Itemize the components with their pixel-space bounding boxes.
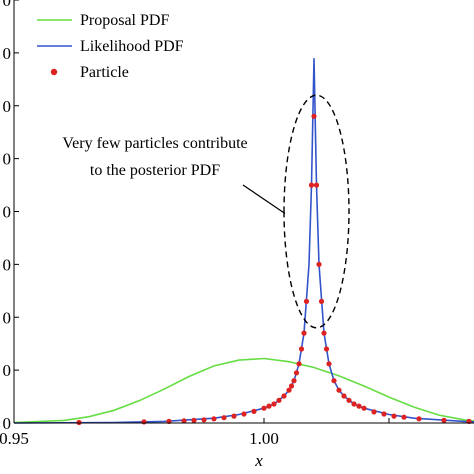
particle-point-40 [381,411,387,417]
y-tick-label-7: 0 [3,44,12,63]
annotation-ellipse [283,94,350,329]
particle-point-21 [298,346,305,352]
ticks: 0.95 1.00 0 0 0 0 0 0 0 0 0 [0,0,390,448]
particle-point-16 [286,387,292,393]
x-tick-label-1: 1.00 [249,429,279,448]
particle-point-19 [293,370,300,376]
x-tick-label-0: 0.95 [0,429,29,448]
particle-point-35 [346,397,352,403]
particle-point-12 [266,403,272,409]
particle-point-8 [231,413,237,419]
particle-point-20 [296,361,302,367]
particle-point-17 [288,383,295,389]
likelihood-pdf-line [13,58,474,424]
particle-point-41 [391,413,397,419]
particle-point-10 [251,408,257,414]
particle-point-28 [318,298,325,304]
particle-point-13 [271,401,277,407]
particle-point-38 [361,405,367,411]
y-tick-label-8: 0 [3,0,12,10]
particle-point-11 [261,405,267,411]
particle-point-9 [241,411,247,417]
particle-point-37 [356,403,362,409]
particle-point-1 [141,419,147,425]
particle-point-33 [336,387,342,393]
particle-legend-swatch [50,68,58,76]
annotation-pointer [242,184,286,214]
legend: Proposal PDF Likelihood PDF Particle [37,12,184,81]
y-tick-label-4: 0 [3,203,12,222]
particle-point-5 [201,417,207,423]
particle-point-22 [301,330,307,336]
annotation: Very few particles contribute to the pos… [62,94,350,329]
x-axis-label: x [254,451,263,470]
particle-point-26 [313,182,320,188]
particle-point-15 [281,393,287,399]
particle-point-27 [316,261,322,267]
particle-point-14 [276,397,282,403]
y-tick-label-2: 0 [3,308,12,327]
proposal-pdf-legend-label: Proposal PDF [80,12,169,29]
particle-point-36 [351,401,357,407]
particle-point-18 [291,378,297,384]
particle-point-32 [331,378,337,384]
particle-point-6 [211,416,217,422]
particle-point-44 [441,417,447,423]
particle-point-30 [323,346,330,352]
annotation-line-2: to the posterior PDF [90,162,220,179]
particle-point-23 [303,298,310,304]
annotation-line-1: Very few particles contribute [62,135,247,152]
proposal-pdf-line [13,357,474,424]
plot-area [13,58,474,426]
particle-point-7 [221,415,227,421]
particle-point-3 [181,418,187,424]
particle-point-4 [191,417,197,423]
likelihood-pdf-legend-label: Likelihood PDF [80,38,184,55]
particle-point-39 [371,409,377,415]
particle-point-34 [341,393,347,399]
particle-point-43 [416,416,422,422]
particle-legend-label: Particle [80,64,129,81]
y-tick-label-5: 0 [3,150,12,169]
y-tick-label-1: 0 [3,361,12,380]
particle-point-29 [321,330,327,336]
particle-point-42 [401,414,407,420]
particle-point-24 [308,182,315,188]
y-tick-label-3: 0 [3,255,12,274]
y-tick-label-0: 0 [3,414,12,433]
particle-point-25 [311,113,317,119]
y-tick-label-6: 0 [3,97,12,116]
particle-point-31 [326,361,332,367]
